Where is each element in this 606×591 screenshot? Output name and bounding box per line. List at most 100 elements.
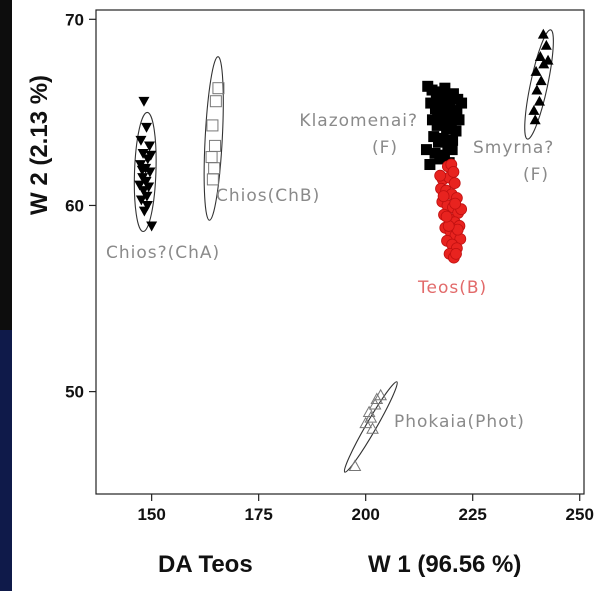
point-group-2-35 (456, 97, 468, 109)
axis-ticks: 150 175 200 225 250 50 60 70 (65, 10, 594, 524)
data-points (134, 28, 554, 471)
point-group-0-2 (135, 135, 147, 146)
x-tick-label-200: 200 (351, 505, 379, 524)
point-group-0-16 (141, 201, 153, 211)
point-group-2-8 (425, 97, 437, 109)
point-group-2-20 (450, 125, 462, 137)
point-group-0-14 (141, 191, 153, 202)
x-tick-label-225: 225 (459, 505, 487, 524)
x-tick-label-175: 175 (244, 505, 272, 524)
point-group-3-1 (540, 39, 552, 50)
point-group-0-6 (135, 160, 147, 171)
point-group-3-4 (530, 65, 542, 76)
point-group-5-3 (368, 398, 382, 410)
point-group-1-2 (206, 119, 219, 132)
point-group-5-6 (374, 388, 388, 401)
point-group-0-3 (144, 141, 156, 152)
group-label-1-label: Chios(ChB) (216, 186, 320, 206)
point-group-0-20 (146, 221, 158, 232)
point-group-3-2 (534, 51, 546, 61)
point-group-0-15 (135, 195, 147, 206)
point-group-5-1 (359, 416, 373, 429)
point-group-5-2 (364, 411, 378, 423)
point-group-5-0 (348, 459, 362, 471)
ellipse-group-0 (133, 111, 157, 233)
y-tick-label-70: 70 (65, 10, 84, 29)
point-group-0-17 (138, 206, 150, 217)
point-group-2-19 (445, 118, 457, 130)
point-group-0-12 (143, 182, 155, 193)
point-group-2-23 (437, 132, 449, 144)
left-frame-edge (0, 0, 12, 591)
point-group-2-34 (453, 114, 465, 126)
point-group-4-32 (450, 247, 462, 260)
point-group-2-28 (438, 149, 450, 161)
group-label-0-label: Chios?(ChA) (106, 243, 220, 263)
ellipse-group-3 (524, 29, 554, 140)
point-group-5-5 (366, 422, 379, 434)
x-tick-label-150: 150 (137, 505, 165, 524)
point-group-4-3 (448, 177, 461, 190)
point-group-2-10 (434, 99, 446, 111)
point-group-1-5 (208, 162, 221, 175)
point-group-3-8 (528, 105, 540, 115)
point-group-2-33 (446, 144, 458, 156)
point-group-0-10 (140, 176, 152, 187)
point-group-3-5 (535, 75, 547, 86)
point-group-2-14 (451, 105, 463, 117)
point-group-2-30 (432, 110, 444, 122)
point-group-5-4 (370, 392, 384, 404)
group-label-3-label2: (F) (523, 165, 549, 185)
group-label-4-label: Teos(B) (417, 278, 487, 298)
point-group-2-4 (439, 82, 451, 94)
point-group-2-32 (441, 112, 453, 124)
point-group-1-1 (209, 95, 222, 108)
y-tick-label-50: 50 (65, 383, 84, 402)
point-group-0-8 (144, 167, 156, 178)
point-group-2-6 (447, 88, 459, 100)
point-group-2-21 (428, 131, 440, 143)
point-group-3-9 (542, 54, 554, 65)
point-group-3-6 (531, 84, 543, 95)
x-axis-title-left: DA Teos (158, 551, 253, 578)
group-label-3-label: Smyrna? (473, 138, 554, 158)
point-group-2-26 (429, 147, 441, 159)
group-label-5-label: Phokaia(Phot) (394, 412, 525, 432)
x-axis-title: W 1 (96.56 %) (368, 551, 521, 578)
point-group-2-11 (439, 106, 451, 118)
point-group-1-0 (212, 82, 225, 95)
point-group-5-7 (362, 405, 376, 417)
point-group-2-1 (426, 84, 438, 96)
point-group-0-18 (136, 165, 148, 176)
point-group-4-31 (449, 197, 462, 210)
plot-frame (95, 9, 585, 495)
group-label-2-label: Klazomenai? (299, 111, 418, 131)
ellipse-group-5 (343, 381, 398, 473)
point-group-1-3 (209, 139, 222, 152)
point-group-0-1 (141, 122, 153, 133)
point-group-1-4 (205, 151, 218, 164)
y-tick-label-60: 60 (65, 196, 84, 215)
point-group-4-28 (434, 169, 447, 182)
point-group-2-18 (441, 123, 453, 135)
x-tick-label-250: 250 (566, 505, 594, 524)
point-group-0-11 (134, 180, 146, 191)
point-group-2-36 (424, 159, 436, 171)
point-group-3-10 (529, 114, 541, 125)
point-group-0-19 (145, 150, 157, 161)
point-group-0-0 (138, 96, 150, 107)
point-group-2-31 (437, 93, 449, 105)
y-axis-title: W 2 (2.13 %) (26, 75, 53, 215)
point-group-4-26 (437, 190, 450, 203)
point-group-3-7 (533, 95, 545, 106)
point-group-1-6 (206, 173, 219, 186)
group-label-2-label2: (F) (372, 138, 398, 158)
point-group-3-0 (537, 28, 549, 39)
group-labels: Chios?(ChA) Chios(ChB) Klazomenai? (F) Smyrn… (106, 111, 554, 432)
ellipse-group-1 (203, 56, 224, 221)
point-group-4-34 (447, 166, 460, 178)
point-group-2-37 (420, 144, 432, 156)
point-group-2-12 (444, 101, 456, 113)
confidence-ellipses (133, 29, 554, 473)
